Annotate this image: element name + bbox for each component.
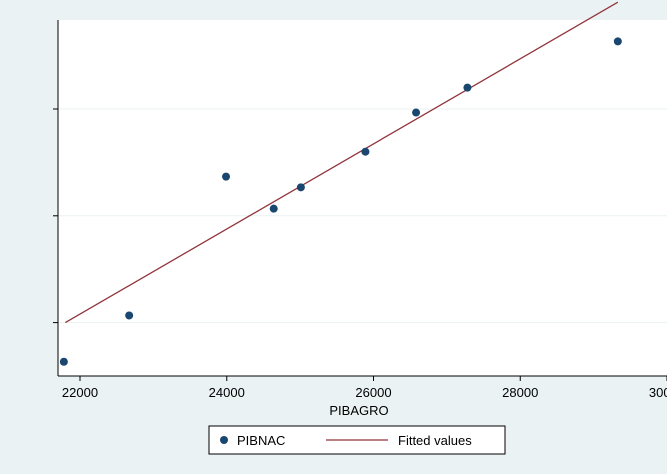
scatter-points-layer [59, 37, 622, 366]
legend-label-pibnac: PIBNAC [237, 433, 285, 448]
legend-label-fitted-values: Fitted values [398, 433, 472, 448]
x-tick-label: 28000 [502, 385, 538, 400]
x-tick-label: 30000 [649, 385, 667, 400]
data-point [59, 357, 68, 366]
data-point [222, 172, 231, 181]
data-point [412, 108, 421, 117]
axes: 22000 24000 26000 28000 30000 [53, 20, 667, 400]
data-point [125, 311, 134, 320]
plot-area [58, 20, 667, 376]
x-axis-title: PIBAGRO [329, 403, 388, 418]
legend-marker-pibnac [220, 436, 228, 444]
fitted-values-line [65, 1, 619, 324]
data-point [269, 204, 278, 213]
grid-lines [58, 108, 667, 324]
legend: PIBNAC Fitted values [208, 425, 506, 455]
data-point [613, 37, 622, 46]
x-tick-label: 22000 [62, 385, 98, 400]
x-tick-label: 26000 [355, 385, 391, 400]
data-point [361, 147, 370, 156]
x-tick-label: 24000 [209, 385, 245, 400]
fitted-line-layer [65, 1, 619, 324]
data-point [463, 83, 472, 92]
data-point [296, 183, 305, 192]
